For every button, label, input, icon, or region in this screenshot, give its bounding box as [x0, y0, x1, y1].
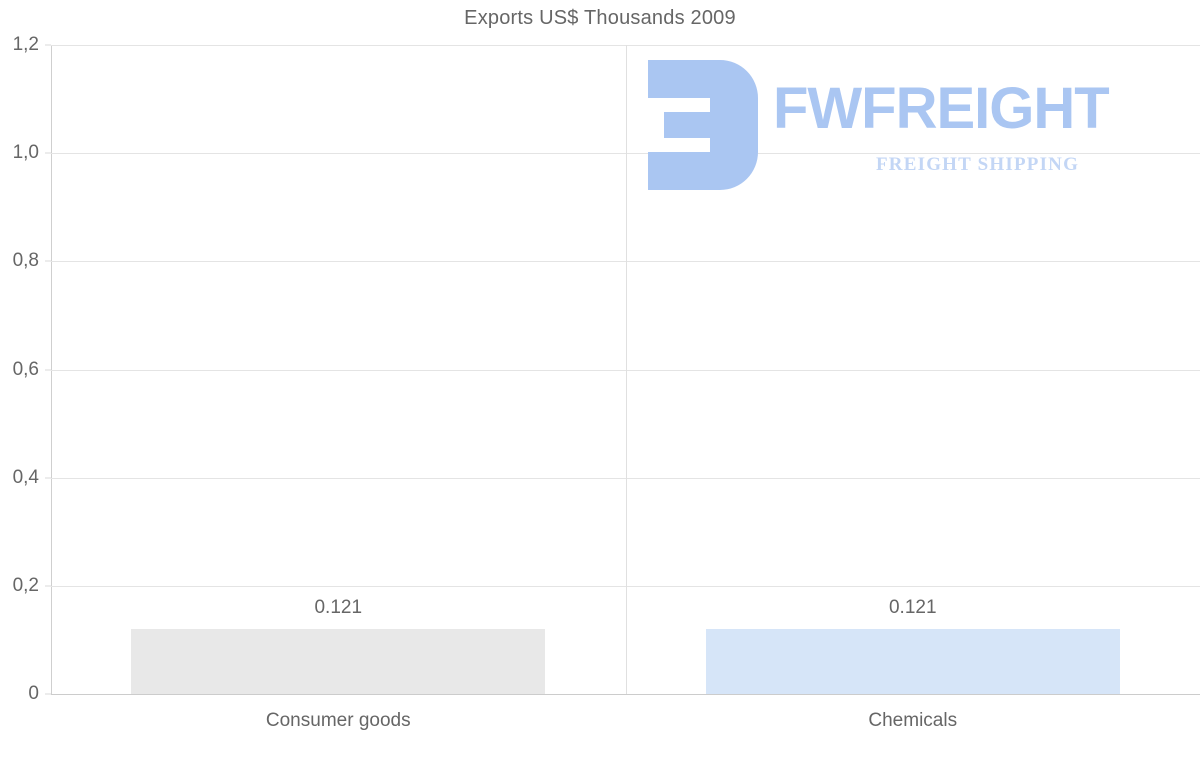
- y-axis-tick-label: 0,2: [12, 574, 39, 596]
- gridline-x: [625, 45, 627, 694]
- y-axis-tick-label: 0: [28, 683, 39, 704]
- y-tick-mark: [45, 369, 51, 370]
- y-tick-mark: [45, 44, 51, 46]
- y-tick-mark: [45, 260, 51, 262]
- y-axis-tick-label: 0,4: [12, 466, 39, 488]
- plot-area: 0 0,2 0,4 0,6 0,8 1,0 1,2 0.121 Consumer goods 0.…: [13, 34, 1200, 731]
- y-axis-tick-label: 0,8: [12, 250, 39, 272]
- y-tick-mark: [45, 693, 51, 695]
- bar-consumer-goods[interactable]: [131, 628, 546, 694]
- bar-value-label: 0.121: [314, 596, 363, 618]
- y-axis-tick-label: 0,6: [12, 358, 39, 380]
- x-axis-category-label: Chemicals: [868, 710, 958, 731]
- y-tick-mark: [45, 477, 51, 479]
- y-axis-tick-label: 1,0: [12, 142, 39, 164]
- gridline-y: [51, 694, 1200, 695]
- x-axis-category-label: Consumer goods: [265, 710, 411, 731]
- bar-chemicals[interactable]: [705, 628, 1120, 694]
- y-tick-mark: [45, 585, 51, 587]
- chart-title: Exports US$ Thousands 2009: [464, 7, 736, 29]
- bar-value-label: 0.121: [888, 596, 937, 618]
- y-tick-mark: [45, 152, 51, 154]
- y-axis-tick-label: 1,2: [12, 34, 39, 55]
